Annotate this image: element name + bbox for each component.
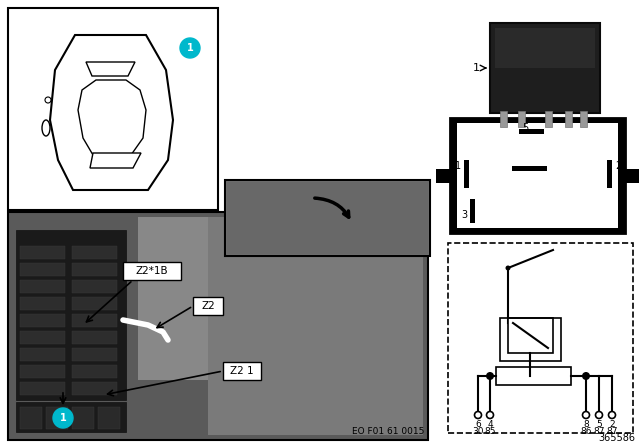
Bar — [20, 348, 65, 361]
Bar — [72, 407, 94, 429]
Bar — [72, 382, 117, 395]
Text: 1: 1 — [60, 413, 67, 423]
Bar — [496, 367, 571, 385]
Polygon shape — [86, 62, 135, 76]
Bar — [20, 407, 42, 429]
Circle shape — [609, 412, 616, 418]
Text: 87: 87 — [593, 427, 605, 436]
Bar — [72, 348, 117, 361]
Bar — [227, 182, 428, 254]
Bar — [208, 217, 423, 435]
Bar — [625, 169, 639, 183]
Bar — [436, 169, 450, 183]
Bar — [98, 407, 120, 429]
Circle shape — [474, 412, 481, 418]
Text: 87: 87 — [606, 427, 618, 436]
Text: 1: 1 — [187, 43, 193, 53]
Bar — [580, 111, 587, 127]
Text: 2: 2 — [609, 420, 615, 429]
Bar — [138, 217, 423, 380]
Bar — [457, 123, 618, 228]
Text: 85: 85 — [484, 427, 496, 436]
Text: Z2: Z2 — [201, 301, 215, 311]
Bar — [490, 23, 600, 113]
Bar — [16, 402, 126, 432]
Circle shape — [595, 412, 602, 418]
Circle shape — [180, 38, 200, 58]
Text: EO F01 61 0015: EO F01 61 0015 — [351, 427, 424, 436]
Polygon shape — [78, 80, 146, 155]
Bar — [20, 280, 65, 293]
Bar — [72, 280, 117, 293]
Text: 5: 5 — [522, 123, 528, 133]
Bar — [448, 243, 633, 433]
Text: 8: 8 — [583, 420, 589, 429]
Bar — [20, 246, 65, 259]
Circle shape — [582, 412, 589, 418]
Bar — [607, 160, 612, 188]
Text: Z2 1: Z2 1 — [230, 366, 254, 376]
Circle shape — [486, 372, 494, 380]
Bar — [545, 111, 552, 127]
Circle shape — [506, 266, 511, 271]
Bar — [193, 297, 223, 315]
Bar — [565, 111, 572, 127]
Bar — [72, 314, 117, 327]
Bar — [72, 365, 117, 378]
Bar — [519, 129, 544, 134]
Bar — [225, 180, 430, 256]
Bar — [8, 8, 218, 210]
Circle shape — [582, 372, 590, 380]
Text: Z2*1B: Z2*1B — [136, 266, 168, 276]
Text: 1: 1 — [455, 161, 461, 171]
Bar — [20, 365, 65, 378]
Bar — [72, 246, 117, 259]
Bar — [72, 331, 117, 344]
Text: 6: 6 — [475, 420, 481, 429]
Bar — [518, 111, 525, 127]
Text: 5: 5 — [596, 420, 602, 429]
Polygon shape — [50, 35, 173, 190]
Bar — [223, 362, 261, 380]
Bar — [72, 297, 117, 310]
Bar — [8, 212, 428, 440]
Text: 1: 1 — [473, 63, 480, 73]
Bar — [500, 318, 561, 361]
Bar — [20, 314, 65, 327]
Bar — [20, 263, 65, 276]
Text: 4: 4 — [487, 420, 493, 429]
Bar — [495, 28, 595, 68]
Bar — [470, 199, 475, 223]
Bar — [512, 166, 547, 171]
Ellipse shape — [42, 120, 50, 136]
Circle shape — [486, 412, 493, 418]
Text: 365586: 365586 — [598, 433, 635, 443]
Bar — [16, 230, 126, 400]
Circle shape — [53, 408, 73, 428]
Bar — [20, 382, 65, 395]
Bar — [20, 297, 65, 310]
Bar — [72, 263, 117, 276]
Bar — [464, 160, 469, 188]
Text: 3: 3 — [461, 210, 467, 220]
Text: 86: 86 — [580, 427, 592, 436]
Text: 2: 2 — [615, 161, 621, 171]
Polygon shape — [90, 153, 141, 168]
Bar — [46, 407, 68, 429]
Bar — [500, 111, 507, 127]
Text: 30: 30 — [472, 427, 484, 436]
Bar — [20, 331, 65, 344]
Bar — [508, 318, 553, 353]
Bar — [123, 262, 181, 280]
Bar — [450, 118, 625, 233]
